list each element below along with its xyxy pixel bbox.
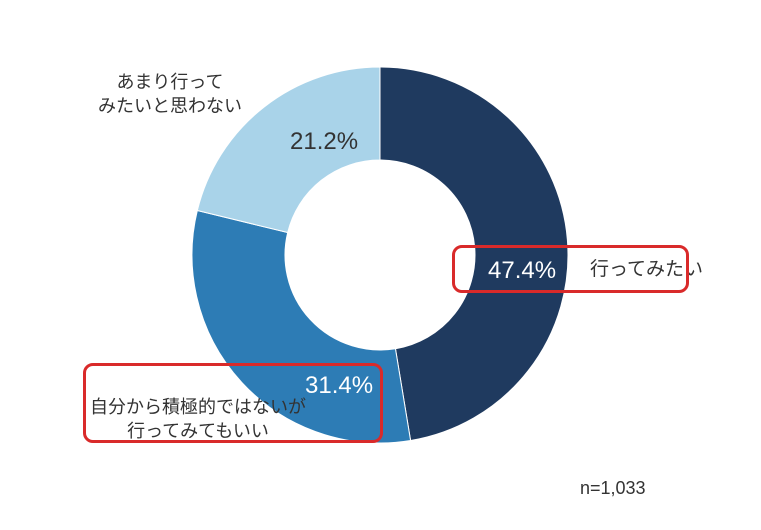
pct-label-somewhat: 31.4% — [305, 372, 373, 400]
slice-label-notmuch: あまり行って みたいと思わない — [98, 70, 242, 119]
slice-label-want: 行ってみたい — [590, 257, 703, 283]
slice-label-somewhat: 自分から積極的ではないが 行ってみてもいい — [90, 395, 306, 444]
donut-chart: 47.4% 31.4% 21.2% 行ってみたい 自分から積極的ではないが 行っ… — [0, 0, 761, 525]
slice-want — [380, 67, 568, 440]
pct-label-want: 47.4% — [488, 257, 556, 285]
pct-label-notmuch: 21.2% — [290, 128, 358, 156]
sample-size: n=1,033 — [580, 478, 646, 499]
